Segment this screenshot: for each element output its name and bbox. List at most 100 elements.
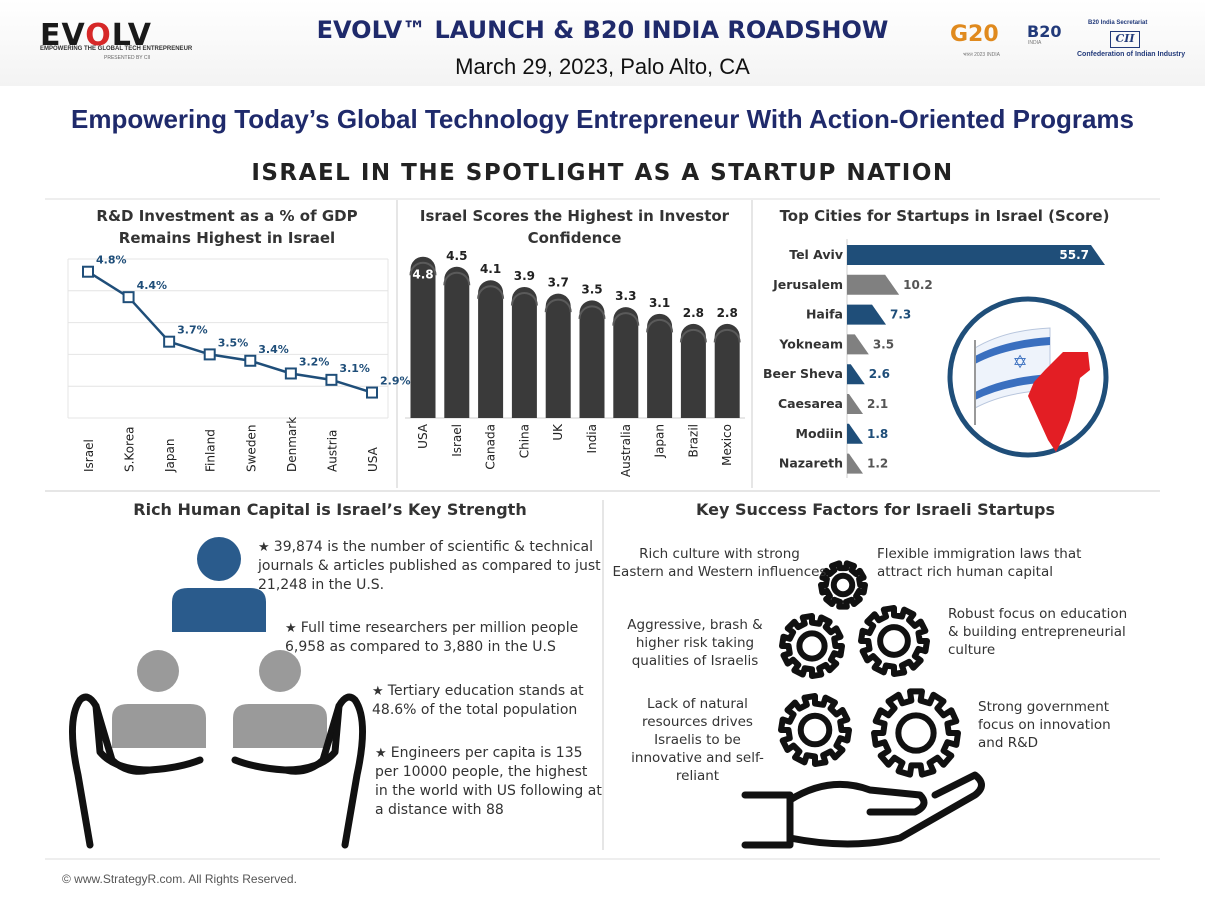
rd-chart-title: R&D Investment as a % of GDP Remains Hig… (96, 207, 358, 247)
top-cities-bar-chart: Tel Aviv 55.7 Jerusalem 10.2 Haifa 7.3 Yokneam… (763, 239, 1105, 478)
data-label: 4.8 (412, 268, 433, 282)
event-title: EVOLV™ LAUNCH & B20 INDIA ROADSHOW (316, 16, 889, 44)
bar (545, 293, 571, 418)
bar-highlight (477, 285, 505, 299)
y-tick-label: Caesarea (778, 396, 843, 411)
data-label: 3.1 (649, 296, 670, 310)
bar (847, 364, 865, 385)
svg-text:✡: ✡ (1012, 352, 1027, 373)
x-tick-label: Canada (484, 424, 498, 470)
data-label: 10.2 (903, 278, 933, 292)
data-label: 1.8 (867, 427, 888, 441)
data-point (244, 354, 257, 367)
success-factor-item: Robust focus on education & building ent… (948, 606, 1128, 658)
cii-logo: CII (1110, 31, 1140, 48)
y-tick-label: Jerusalem (772, 277, 843, 292)
fact-item: ★ Tertiary education stands at 48.6% of … (372, 683, 584, 718)
bar (478, 280, 504, 418)
b20-logo: B20 (1027, 22, 1062, 41)
data-point (284, 367, 297, 380)
success-factor-item: Lack of natural resources drives Israeli… (631, 696, 764, 784)
data-point (163, 335, 176, 348)
bar (847, 423, 863, 444)
bar (647, 313, 673, 418)
g20-logo-sub: भारत 2023 INDIA (963, 52, 1000, 58)
fact-item: ★ Full time researchers per million peop… (285, 620, 579, 655)
data-label: 2.8 (683, 306, 704, 320)
data-point (366, 386, 378, 399)
bar (511, 286, 537, 418)
data-label: 4.8% (96, 254, 127, 267)
bar (847, 394, 863, 414)
data-label: 3.9 (514, 269, 535, 283)
bar-highlight (646, 318, 674, 333)
star-icon: ★ (372, 684, 388, 699)
bar (847, 245, 1105, 265)
human-capital-title: Rich Human Capital is Israel’s Key Stren… (133, 500, 527, 519)
x-tick-label: Japan (163, 439, 177, 473)
y-tick-label: Beer Sheva (763, 366, 843, 381)
b20-logo-sub: INDIA (1028, 40, 1042, 46)
data-point (325, 373, 338, 386)
y-tick-label: Haifa (806, 307, 843, 322)
bar (410, 256, 436, 418)
y-tick-label: Yokneam (778, 336, 843, 351)
cities-chart-title: Top Cities for Startups in Israel (Score… (779, 207, 1110, 225)
bar (714, 323, 740, 418)
success-factors-title: Key Success Factors for Israeli Startups (695, 500, 1056, 519)
data-label: 3.2% (299, 355, 330, 368)
data-label: 3.5 (581, 282, 602, 296)
israel-map-emblem: ✡ (947, 296, 1109, 458)
data-point (203, 348, 216, 361)
data-label: 2.6 (869, 367, 890, 381)
bar-highlight (443, 271, 471, 286)
x-tick-label: Mexico (720, 424, 734, 466)
x-tick-label: UK (551, 423, 565, 441)
star-icon: ★ (285, 621, 301, 636)
evolv-logo-presented: PRESENTED BY CII (104, 55, 151, 61)
star-icon: ★ (375, 746, 391, 761)
confidence-chart-title: Israel Scores the Highest in Investor Co… (419, 207, 730, 247)
x-tick-label: China (517, 424, 531, 458)
data-label: 3.4% (258, 343, 289, 356)
copyright-footer: © www.StrategyR.com. All Rights Reserved… (62, 872, 297, 886)
panel-dividers (45, 198, 1160, 860)
success-factor-item: Aggressive, brash & higher risk taking q… (627, 617, 763, 669)
bar-highlight (679, 328, 707, 343)
evolv-logo-tagline: EMPOWERING THE GLOBAL TECH ENTREPRENEUR (40, 46, 193, 52)
data-label: 3.7 (548, 276, 569, 290)
rd-series-line (87, 270, 373, 394)
data-label: 4.1 (480, 262, 501, 276)
success-factor-item: Rich culture with strong Eastern and Wes… (612, 546, 827, 580)
star-icon: ★ (258, 540, 274, 555)
cii-name: Confederation of Indian Industry (1077, 51, 1186, 58)
bar-highlight (612, 312, 640, 326)
g20-logo: G20 (950, 22, 999, 47)
bar-highlight (544, 298, 572, 313)
x-tick-label: S.Korea (123, 427, 137, 472)
bar (847, 304, 887, 325)
y-tick-label: Nazareth (779, 456, 843, 471)
bar-highlight (713, 328, 741, 343)
y-tick-label: Modiin (796, 426, 843, 441)
x-tick-label: Sweden (244, 425, 258, 472)
x-tick-label: Australia (619, 424, 633, 477)
data-label: 7.3 (890, 308, 911, 322)
fact-item: ★ 39,874 is the number of scientific & t… (258, 539, 601, 593)
data-label: 3.5% (218, 336, 249, 349)
x-tick-label: Japan (653, 424, 667, 458)
data-label: 4.5 (446, 249, 467, 263)
fact-item: ★ Engineers per capita is 135 per 10000 … (375, 745, 602, 818)
data-label: 2.8 (717, 306, 738, 320)
data-point (82, 265, 94, 278)
bar-highlight (578, 305, 606, 319)
x-tick-label: Brazil (686, 424, 700, 458)
rd-investment-line-chart: 4.8% Israel 4.4% S.Korea 3.7% Japan 3.5% Finlan… (67, 254, 411, 473)
bar (847, 334, 869, 355)
bar (847, 274, 900, 295)
x-tick-label: Austria (325, 430, 339, 472)
data-label: 2.1 (867, 397, 888, 411)
bar-highlight (409, 261, 437, 276)
event-date: March 29, 2023, Palo Alto, CA (455, 54, 750, 79)
x-tick-label: Israel (450, 424, 464, 457)
